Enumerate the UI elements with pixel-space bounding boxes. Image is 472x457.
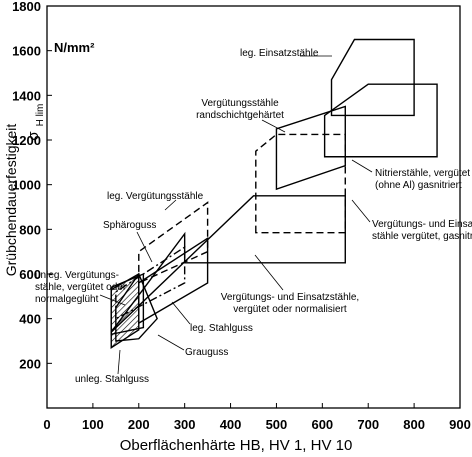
leader-line (164, 199, 177, 211)
region-label: unleg. Vergütungs- (35, 270, 119, 281)
leader-line (351, 159, 373, 173)
y-tick-label: 1800 (12, 0, 41, 14)
region-label: vergütet oder normalisiert (233, 304, 347, 315)
x-tick-label: 0 (43, 417, 50, 432)
x-tick-label: 800 (403, 417, 425, 432)
y-tick-label: 1200 (12, 133, 41, 148)
leader-line (261, 119, 286, 133)
region (110, 195, 346, 333)
region (323, 83, 438, 158)
y-symbol-sub: H lim (35, 104, 46, 127)
region-label: Nitrierstähle, vergütet (375, 168, 470, 179)
region-label: stähle vergütet, gasnitriert (372, 231, 472, 242)
y-tick-label: 200 (19, 356, 41, 371)
x-tick-label: 900 (449, 417, 471, 432)
y-tick-label: 800 (19, 222, 41, 237)
x-tick-label: 400 (220, 417, 242, 432)
region-label: leg. Vergütungsstähle (107, 191, 204, 202)
region-label: Grauguss (185, 347, 228, 358)
leader-line (157, 334, 185, 351)
plot-frame (46, 5, 461, 409)
leader-line (254, 254, 284, 291)
y-tick-label: 600 (19, 267, 41, 282)
leader-line (171, 301, 191, 325)
leader-line (136, 231, 153, 263)
y-tick-label: 400 (19, 312, 41, 327)
region-label: Vergütungs- und Einsatzstähle, (221, 292, 359, 303)
x-tick-label: 600 (311, 417, 333, 432)
region (275, 105, 346, 191)
y-unit: N/mm² (54, 40, 95, 55)
x-tick-label: 300 (174, 417, 196, 432)
region-label: leg. Einsatzstähle (240, 48, 319, 59)
region-label: Vergütungs- und Einsatz- (372, 219, 472, 230)
region (110, 272, 145, 336)
region-label: normalgeglüht (35, 294, 99, 305)
x-tick-label: 200 (128, 417, 150, 432)
region-label: randschichtgehärtet (196, 110, 284, 121)
region (330, 38, 415, 117)
x-tick-label: 500 (266, 417, 288, 432)
region-label: Sphäroguss (103, 220, 156, 231)
leader-line (99, 294, 126, 306)
region-label: unleg. Stahlguss (75, 374, 149, 385)
region-label: (ohne Al) gasnitriert (375, 180, 462, 191)
region-label: stähle, vergütet oder (35, 282, 127, 293)
region (255, 133, 346, 234)
x-title: Oberflächenhärte HB, HV 1, HV 10 (120, 437, 353, 454)
y-tick-label: 1400 (12, 88, 41, 103)
y-tick-label: 1000 (12, 178, 41, 193)
leader-line (117, 349, 121, 375)
x-tick-label: 700 (357, 417, 379, 432)
y-symbol: σ (25, 131, 42, 141)
leader-line (351, 199, 371, 223)
y-title: Grübchendauerfestigkeit (3, 124, 19, 277)
region-label: leg. Stahlguss (190, 323, 253, 334)
region-label: Vergütungsstähle (201, 98, 279, 109)
y-tick-label: 1600 (12, 44, 41, 59)
x-tick-label: 100 (82, 417, 104, 432)
